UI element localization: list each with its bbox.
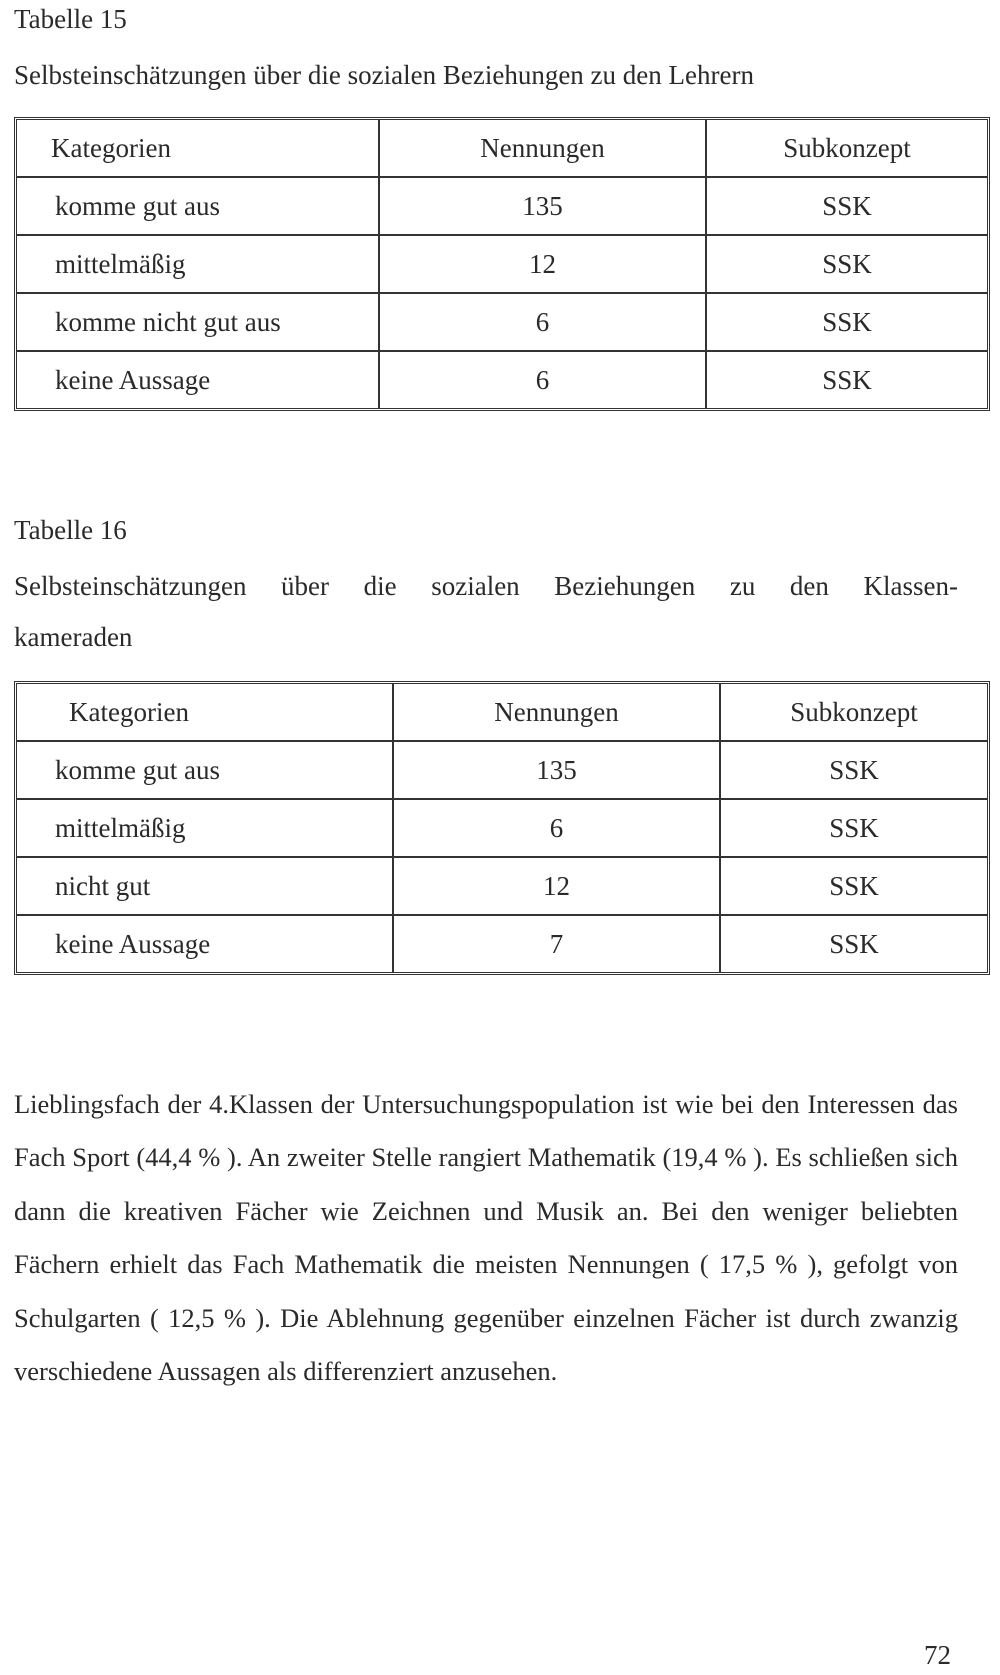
header-cell: Kategorien	[17, 120, 380, 178]
category-cell: keine Aussage	[17, 350, 380, 408]
category-cell: keine Aussage	[17, 914, 394, 972]
subconcept-cell: SSK	[705, 292, 987, 352]
count-cell: 135	[378, 176, 707, 236]
category-cell: komme gut aus	[17, 176, 380, 236]
header-cell: Kategorien	[17, 684, 394, 742]
header-cell: Subkonzept	[705, 120, 987, 178]
count-cell: 6	[378, 350, 707, 408]
subconcept-cell: SSK	[705, 176, 987, 236]
table-header-row: Kategorien Nennungen Subkonzept	[17, 120, 987, 178]
count-cell: 135	[392, 740, 721, 800]
count-cell: 12	[378, 234, 707, 294]
subconcept-cell: SSK	[719, 740, 987, 800]
header-cell: Nennungen	[378, 120, 707, 178]
table-15: Kategorien Nennungen Subkonzept komme gu…	[14, 117, 990, 411]
header-cell: Subkonzept	[719, 684, 987, 742]
subconcept-cell: SSK	[705, 350, 987, 408]
table-16: Kategorien Nennungen Subkonzept komme gu…	[14, 681, 990, 975]
category-cell: komme nicht gut aus	[17, 292, 380, 352]
body-paragraph: Lieblingsfach der 4.Klassen der Untersuc…	[14, 1089, 958, 1387]
subconcept-cell: SSK	[719, 914, 987, 972]
table-row: mittelmäßig 6 SSK	[17, 798, 987, 858]
subconcept-cell: SSK	[719, 798, 987, 858]
subconcept-cell: SSK	[719, 856, 987, 916]
count-cell: 7	[392, 914, 721, 972]
table-row: komme gut aus 135 SSK	[17, 740, 987, 800]
subconcept-cell: SSK	[705, 234, 987, 294]
table-row: mittelmäßig 12 SSK	[17, 234, 987, 294]
category-cell: komme gut aus	[17, 740, 394, 800]
table-16-label: Tabelle 16	[14, 515, 127, 545]
header-cell: Nennungen	[392, 684, 721, 742]
table-16-caption-line-2: kameraden	[14, 622, 133, 652]
table-header-row: Kategorien Nennungen Subkonzept	[17, 684, 987, 742]
count-cell: 12	[392, 856, 721, 916]
category-cell: mittelmäßig	[17, 798, 394, 858]
table-16-caption-line-1: Selbsteinschätzungen über die sozialen B…	[14, 571, 958, 601]
count-cell: 6	[392, 798, 721, 858]
count-cell: 6	[378, 292, 707, 352]
table-row: nicht gut 12 SSK	[17, 856, 987, 916]
category-cell: nicht gut	[17, 856, 394, 916]
table-row: komme gut aus 135 SSK	[17, 176, 987, 236]
table-15-label: Tabelle 15	[14, 4, 127, 34]
category-cell: mittelmäßig	[17, 234, 380, 294]
table-row: keine Aussage 6 SSK	[17, 350, 987, 408]
table-15-caption: Selbsteinschätzungen über die sozialen B…	[14, 60, 754, 90]
table-row: komme nicht gut aus 6 SSK	[17, 292, 987, 352]
page-number: 72	[924, 1640, 951, 1670]
table-row: keine Aussage 7 SSK	[17, 914, 987, 972]
